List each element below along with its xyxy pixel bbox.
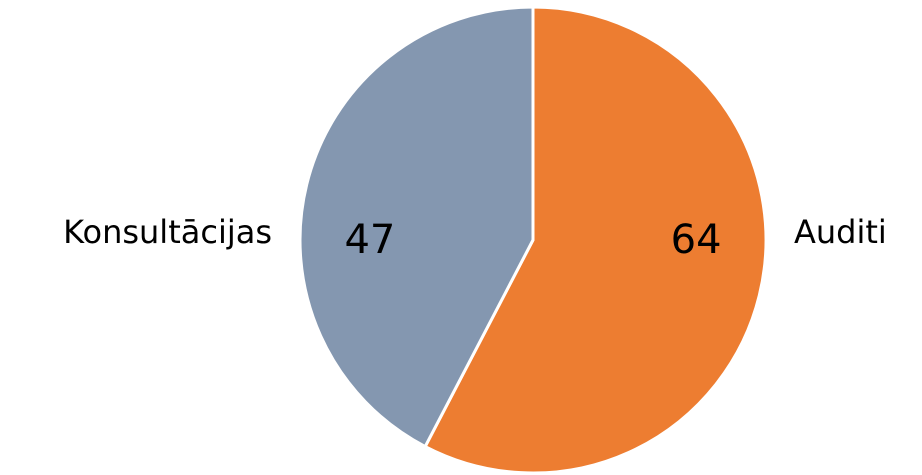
category-label: Konsultācijas [63,213,272,251]
pie-slice [298,5,535,449]
value-label: 64 [671,217,722,263]
value-label: 47 [344,217,395,263]
category-label: Auditi [794,213,887,251]
pie-slice [423,5,768,475]
